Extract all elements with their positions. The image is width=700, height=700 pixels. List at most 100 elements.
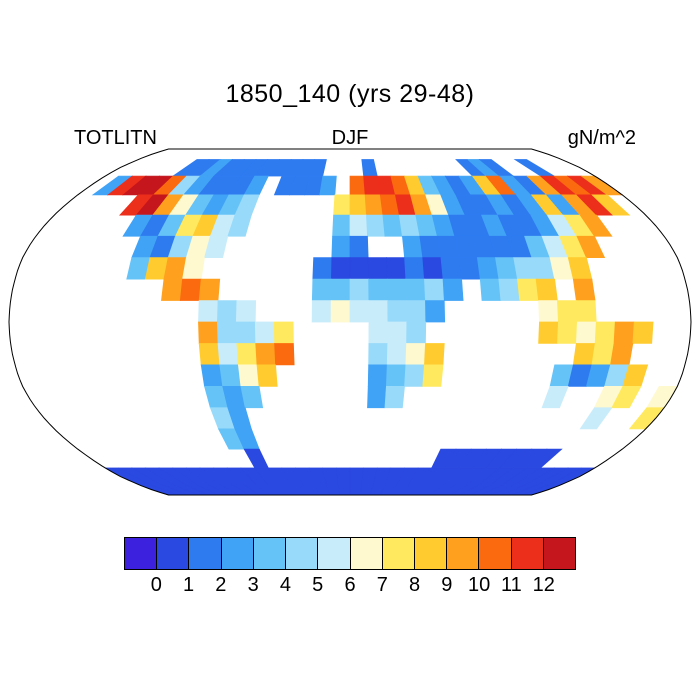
land-cell [243,448,269,469]
land-cell [330,278,351,301]
land-cell [541,386,569,409]
land-cell [405,343,426,366]
land-cell [401,235,424,258]
land-cell [312,257,333,280]
land-cell [179,278,202,301]
land-cell [198,343,221,366]
land-cell [349,467,365,485]
land-cell [237,364,260,387]
colorbar-swatch [382,538,415,569]
land-cell [386,278,407,301]
land-cell [349,194,367,216]
colorbar-swatch [511,538,544,569]
land-cell [422,364,444,387]
colorbar: 0 1 2 3 4 5 6 7 8 9 10 11 12 [124,537,576,600]
land-cell [404,364,425,387]
land-cell [576,235,606,258]
land-cell [579,214,613,237]
land-cell [364,194,384,216]
land-cell [646,386,678,409]
colorbar-tick-label: 4 [279,574,291,596]
land-cell [198,321,219,344]
world-map [8,148,692,496]
land-cell [458,257,481,280]
land-cell [498,278,521,301]
land-cell [422,257,444,280]
land-cell [332,214,351,237]
colorbar-swatch [221,538,254,569]
land-cell [572,343,596,366]
colorbar-swatch [479,538,512,569]
colorbar-swatch [447,538,480,569]
land-cell [349,235,369,258]
land-cell [575,321,597,344]
land-cell [273,321,294,344]
land-cell [361,159,378,177]
land-cell [367,364,388,387]
land-cell [476,257,500,280]
colorbar-tick-label: 0 [150,574,162,596]
land-cell [349,257,369,280]
colorbar-swatch [543,538,576,569]
land-cell [311,300,332,323]
land-cell [440,257,463,280]
colorbar-tick-label: 1 [183,574,195,596]
colorbar-swatch [189,538,222,569]
land-cell [198,278,221,301]
land-cell [219,364,242,387]
land-cell [557,300,578,323]
land-cell [333,194,351,216]
land-cell [331,235,351,258]
colorbar-swatch [414,538,448,569]
land-cell [632,321,654,344]
colorbar-tick-label: 6 [344,574,356,596]
land-cell [367,257,388,280]
colorbar-swatch [286,538,319,569]
colorbar-swatch [318,538,351,569]
projection-outline [8,148,692,496]
land-cell [613,321,635,344]
land-cell [611,386,642,409]
land-cell [479,278,502,301]
land-cell [368,278,389,301]
land-cell [349,300,370,323]
land-cell [404,257,425,280]
subheader-row: TOTLITN DJF gN/m^2 [0,127,700,153]
land-cell [331,257,351,280]
land-cell [591,194,631,216]
variable-label: TOTLITN [74,127,157,149]
land-cell [406,321,427,344]
land-cell [366,214,386,237]
land-cell [535,278,558,301]
land-cell [217,321,238,344]
colorbar-swatch [125,538,158,569]
land-cell [442,278,464,301]
colorbar-tick-label: 2 [215,574,227,596]
land-cell [425,300,446,323]
land-cell [424,278,445,301]
land-cell [557,321,578,344]
colorbar-swatch [253,538,287,569]
colorbar-tick-label: 3 [247,574,259,596]
land-cell [349,214,368,237]
colorbar-tick-label: 8 [409,574,421,596]
colorbar-tick-label: 10 [468,574,491,596]
land-cell [594,321,616,344]
land-cell [254,321,275,344]
colorbar-tick-labels: 0 1 2 3 4 5 6 7 8 9 10 11 12 [124,574,576,600]
land-cell [204,235,229,258]
land-cell [406,300,427,323]
colorbar-tick-label: 7 [376,574,388,596]
land-cell [610,343,634,366]
land-cell [349,278,370,301]
land-cell [384,386,405,409]
land-cell [572,278,596,301]
land-cell [579,407,613,430]
land-cell [368,300,389,323]
land-cell [227,214,252,237]
land-cell [319,175,337,196]
land-cell [386,257,407,280]
land-cell [240,386,264,409]
land-cell [161,278,183,301]
